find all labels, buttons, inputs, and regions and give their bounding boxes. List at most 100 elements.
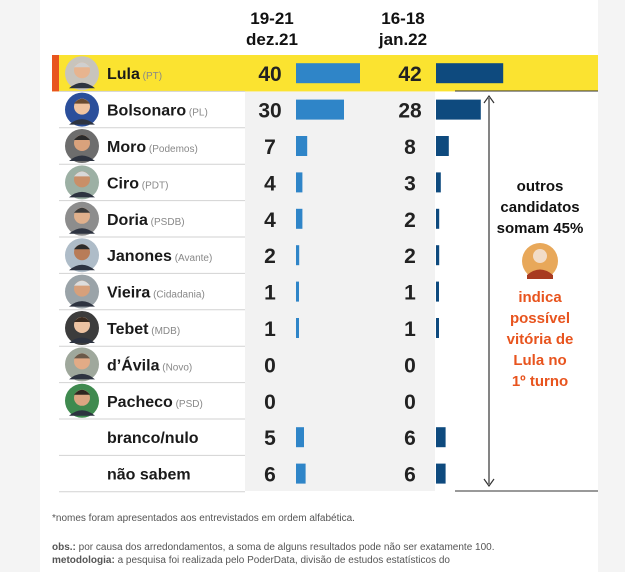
party-label: (Podemos) — [146, 144, 198, 155]
candidate-photo-shoulders — [69, 410, 95, 416]
candidate-photo-hair — [74, 171, 90, 177]
value-label: 5 — [264, 427, 276, 450]
value-label: 1 — [404, 318, 416, 341]
value-bar — [296, 172, 303, 193]
value-bar — [296, 318, 299, 338]
candidate-name: Tebet (MDB) — [107, 321, 180, 338]
candidate-name: d’Ávila (Novo) — [107, 355, 192, 374]
column-shade — [245, 55, 435, 491]
methodology-label: metodologia: — [52, 555, 115, 566]
value-label: 42 — [398, 63, 421, 86]
party-label: (PSD) — [173, 399, 203, 410]
party-label: (Cidadania) — [150, 290, 204, 301]
side-highlight-line-2: possível — [510, 310, 570, 327]
value-label: 3 — [404, 172, 416, 195]
party-label: (PSDB) — [148, 217, 185, 228]
party-label: (PT) — [140, 71, 162, 82]
value-bar — [296, 245, 300, 266]
candidate-name: Ciro (PDT) — [107, 175, 168, 192]
side-highlight-line-1: indica — [518, 289, 562, 306]
candidate-name: Lula (PT) — [107, 66, 162, 83]
value-label: 30 — [258, 100, 281, 123]
lula-side-photo — [522, 243, 558, 279]
side-highlight-line-5: 1º turno — [512, 373, 568, 390]
candidate-name: Moro (Podemos) — [107, 139, 198, 156]
value-bar — [296, 208, 303, 229]
candidate-name: branco/nulo — [107, 430, 199, 447]
side-note-line-2: candidatos — [500, 199, 579, 216]
value-bar — [296, 427, 304, 448]
candidate-photo-hair — [74, 280, 90, 286]
candidate-photo-hair — [74, 317, 90, 322]
value-bar — [296, 463, 306, 484]
value-label: 7 — [264, 136, 276, 159]
value-label: 1 — [264, 318, 276, 341]
range-arrow-head-up — [483, 94, 495, 104]
period-2-line-1: 16-18 — [381, 9, 424, 28]
value-label: 0 — [404, 354, 416, 377]
value-label: 6 — [264, 464, 276, 487]
party-label: (Avante) — [172, 253, 212, 264]
value-bar — [436, 463, 446, 484]
candidate-photo-hair — [74, 98, 90, 104]
candidate-name: não sabem — [107, 467, 191, 484]
candidate-photo-shoulders — [69, 119, 95, 125]
value-bar — [436, 318, 439, 338]
candidate-photo-hair — [74, 353, 90, 359]
value-label: 0 — [264, 354, 276, 377]
candidate-photo-shoulders — [69, 373, 95, 380]
candidate-name: Vieira (Cidadania) — [107, 285, 205, 302]
value-bar — [436, 245, 440, 266]
party-label: (PDT) — [139, 180, 168, 191]
value-bar — [436, 63, 504, 84]
footnote-obs: obs.: por causa dos arredondamentos, a s… — [52, 542, 495, 553]
candidate-photo-shoulders — [69, 191, 95, 198]
value-label: 2 — [404, 209, 416, 232]
candidate-name: Doria (PSDB) — [107, 212, 185, 229]
right-margin — [598, 0, 625, 572]
candidate-name: Bolsonaro (PL) — [107, 103, 208, 120]
value-bar — [436, 136, 449, 156]
value-bar — [296, 99, 344, 120]
candidate-photo-hair — [74, 135, 90, 140]
highlight-marker — [52, 55, 59, 92]
value-label: 1 — [264, 282, 276, 305]
value-label: 0 — [264, 391, 276, 414]
value-label: 28 — [398, 100, 422, 123]
period-1-line-1: 19-21 — [250, 9, 293, 28]
party-label: (PL) — [186, 108, 208, 119]
candidate-photo-shoulders — [69, 301, 95, 307]
value-label: 6 — [404, 427, 416, 450]
value-label: 8 — [404, 136, 416, 159]
value-bar — [436, 99, 481, 120]
range-arrow-head-down — [483, 478, 495, 488]
candidate-name: Pacheco (PSD) — [107, 394, 203, 411]
value-label: 40 — [258, 63, 281, 86]
party-label: (MDB) — [148, 326, 180, 337]
value-bar — [296, 281, 299, 302]
value-label: 2 — [264, 245, 276, 268]
value-label: 1 — [404, 282, 416, 305]
left-margin — [0, 0, 40, 572]
candidate-photo-hair — [74, 62, 90, 68]
value-bar — [296, 63, 360, 84]
value-label: 4 — [264, 209, 276, 232]
period-1-line-2: dez.21 — [246, 30, 298, 49]
side-highlight-line-3: vitória de — [507, 331, 574, 348]
side-note-line-3: somam 45% — [497, 220, 584, 237]
side-highlight-line-4: Lula no — [513, 352, 566, 369]
candidate-photo-hair — [74, 207, 90, 213]
value-bar — [436, 208, 440, 229]
side-text-background — [496, 172, 588, 394]
footnote-alphabetical: *nomes foram apresentados aos entrevista… — [52, 513, 355, 524]
candidate-photo-shoulders — [69, 82, 95, 89]
candidate-photo-hair — [74, 389, 90, 395]
value-label: 4 — [264, 172, 276, 195]
value-bar — [436, 281, 439, 302]
value-label: 6 — [404, 464, 416, 487]
candidate-name: Janones (Avante) — [107, 248, 212, 265]
value-bar — [296, 136, 308, 156]
